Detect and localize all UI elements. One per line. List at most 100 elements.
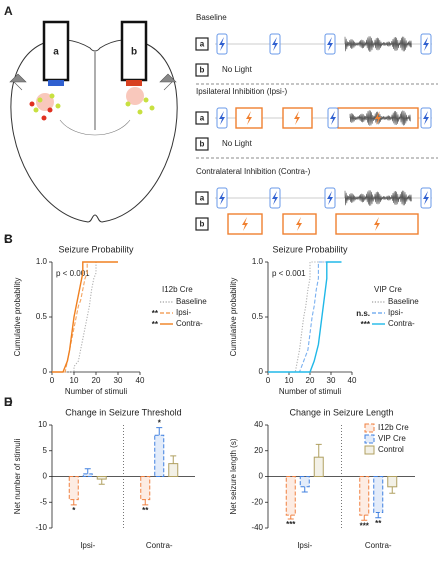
bolt-icon bbox=[296, 217, 302, 231]
error-bar bbox=[156, 427, 163, 436]
x-tick-label: 40 bbox=[348, 376, 357, 385]
x-tick-label: 20 bbox=[92, 376, 101, 385]
bolt-icon bbox=[219, 111, 225, 125]
seizure-trace bbox=[344, 190, 412, 206]
channel-label: a bbox=[200, 194, 205, 203]
bolt-icon bbox=[327, 191, 333, 205]
legend-label: Contra- bbox=[176, 319, 203, 328]
legend-label: Ipsi- bbox=[176, 308, 191, 317]
significance: *** bbox=[361, 320, 371, 329]
no-light-note: No Light bbox=[222, 65, 253, 74]
condition-title: Ipsilateral Inhibition (Ipsi-) bbox=[196, 87, 287, 96]
bolt-icon bbox=[272, 191, 278, 205]
y-tick-label: 1.0 bbox=[252, 257, 264, 266]
cdf-line bbox=[268, 261, 342, 373]
brain-diagram: a b bbox=[9, 20, 178, 223]
condition-title: Baseline bbox=[196, 13, 227, 22]
cdf-line bbox=[268, 261, 342, 373]
channel-box bbox=[195, 217, 209, 231]
x-tick-label: Contra- bbox=[365, 541, 392, 550]
channel-label: b bbox=[200, 140, 205, 149]
chart-title: Seizure Probability bbox=[58, 244, 134, 254]
cdf-line bbox=[52, 261, 118, 373]
panel-letter: D bbox=[4, 395, 13, 409]
bolt-icon bbox=[219, 37, 225, 51]
x-axis-label: Number of stimuli bbox=[65, 387, 127, 396]
channel-box bbox=[195, 37, 209, 51]
y-tick-label: 20 bbox=[254, 446, 263, 455]
channel-label: b bbox=[200, 220, 205, 229]
legend-swatch bbox=[364, 445, 375, 455]
bolt-icon bbox=[423, 191, 429, 205]
channel-box bbox=[195, 137, 209, 151]
x-axis-label: Number of stimuli bbox=[279, 387, 341, 396]
legend-swatch bbox=[364, 423, 375, 433]
y-tick-label: 0 bbox=[259, 367, 264, 376]
x-tick-label: 40 bbox=[136, 376, 145, 385]
annotation: p < 0.001 bbox=[56, 269, 90, 278]
error-bar bbox=[142, 499, 149, 506]
bar bbox=[313, 456, 324, 477]
x-tick-label: 30 bbox=[327, 376, 336, 385]
bolt-icon bbox=[423, 111, 429, 125]
bar bbox=[96, 476, 107, 480]
legend-swatch bbox=[364, 434, 375, 444]
protocol-diagram: Baseline a b No Light Ipsilateral Inhibition… bbox=[195, 13, 438, 235]
legend-title: I12b Cre bbox=[162, 285, 193, 294]
x-tick-label: 20 bbox=[306, 376, 315, 385]
y-tick-label: -10 bbox=[35, 523, 47, 532]
y-tick-label: -5 bbox=[40, 497, 48, 506]
channel-box bbox=[195, 191, 209, 205]
error-bar bbox=[98, 479, 105, 485]
significance: ** bbox=[142, 506, 149, 515]
significance: n.s. bbox=[356, 309, 370, 318]
legend-label: VIP Cre bbox=[378, 434, 406, 443]
x-tick-label: 0 bbox=[266, 376, 271, 385]
error-bar bbox=[70, 499, 77, 506]
bolt-icon bbox=[423, 37, 429, 51]
bar bbox=[299, 476, 310, 488]
annotation: p < 0.001 bbox=[272, 269, 306, 278]
error-bar bbox=[361, 515, 368, 521]
bolt-icon bbox=[375, 111, 381, 125]
condition-title: Contralateral Inhibition (Contra-) bbox=[196, 167, 311, 176]
significance: * bbox=[158, 419, 162, 428]
y-tick-label: 40 bbox=[254, 420, 263, 429]
legend-label: Contra- bbox=[388, 319, 415, 328]
significance: ** bbox=[375, 519, 382, 528]
cdf-line bbox=[52, 261, 118, 373]
channel-label: a bbox=[200, 40, 205, 49]
error-bar bbox=[287, 515, 294, 520]
y-axis-label: Cumulative probability bbox=[13, 278, 22, 357]
y-tick-label: 1.0 bbox=[36, 257, 48, 266]
x-tick-label: 30 bbox=[114, 376, 123, 385]
x-tick-label: Ipsi- bbox=[80, 541, 95, 550]
y-tick-label: -40 bbox=[251, 523, 263, 532]
y-tick-label: -20 bbox=[251, 497, 263, 506]
error-bar bbox=[389, 486, 396, 494]
error-bar bbox=[84, 468, 91, 474]
electrode-label: a bbox=[53, 47, 59, 58]
channel-box bbox=[195, 63, 209, 77]
bar bbox=[373, 476, 384, 514]
cdf-line bbox=[52, 261, 118, 373]
significance: *** bbox=[286, 520, 296, 529]
y-tick-label: 5 bbox=[43, 446, 48, 455]
y-tick-label: 0 bbox=[43, 367, 48, 376]
y-tick-label: 0 bbox=[259, 472, 264, 481]
bar bbox=[154, 434, 165, 477]
y-tick-label: 0 bbox=[43, 472, 48, 481]
channel-label: b bbox=[200, 66, 205, 75]
x-tick-label: 0 bbox=[50, 376, 55, 385]
significance: * bbox=[72, 506, 76, 515]
legend-label: Baseline bbox=[176, 297, 207, 306]
bolt-icon bbox=[246, 111, 252, 125]
legend-label: I12b Cre bbox=[378, 423, 409, 432]
error-bar bbox=[170, 455, 177, 464]
bar bbox=[68, 476, 79, 501]
legend-label: Control bbox=[378, 445, 404, 454]
y-tick-label: 10 bbox=[38, 420, 47, 429]
bar bbox=[285, 476, 296, 516]
bolt-icon bbox=[374, 217, 380, 231]
bolt-icon bbox=[330, 111, 336, 125]
